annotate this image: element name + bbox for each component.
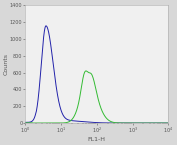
X-axis label: FL1-H: FL1-H [88,137,106,142]
Y-axis label: Counts: Counts [4,53,8,75]
